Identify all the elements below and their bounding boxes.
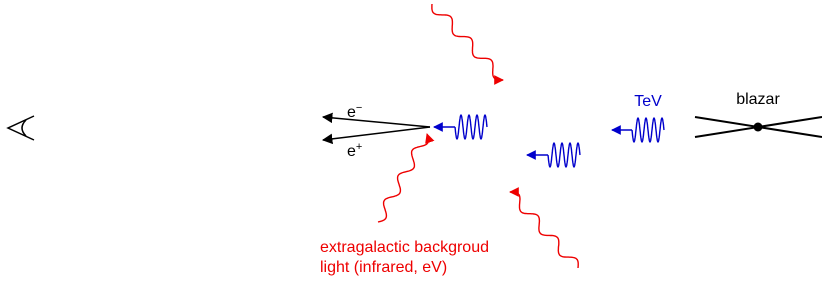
photons xyxy=(378,4,664,268)
blazar-label: blazar xyxy=(736,91,780,108)
ebl-label-line2: light (infrared, eV) xyxy=(320,259,447,276)
tev-photon xyxy=(455,115,487,139)
diagram: e− e+ blazar TeV extragalactic backgroud… xyxy=(0,0,822,281)
tev-label: TeV xyxy=(634,93,662,110)
ebl-photon xyxy=(432,4,503,80)
tev-photon xyxy=(548,143,580,167)
tev-photon xyxy=(632,118,664,142)
ebl-label-line1: extragalactic backgroud xyxy=(320,239,489,256)
observer-eye xyxy=(8,116,34,140)
positron-label: e+ xyxy=(347,141,362,160)
positron-arrow xyxy=(323,127,430,140)
electron-label: e− xyxy=(347,102,362,121)
pair-arrows xyxy=(323,117,430,140)
ebl-photon xyxy=(378,134,428,222)
ebl-photon xyxy=(510,192,578,268)
electron-arrow xyxy=(323,117,430,127)
blazar-symbol xyxy=(695,117,822,137)
